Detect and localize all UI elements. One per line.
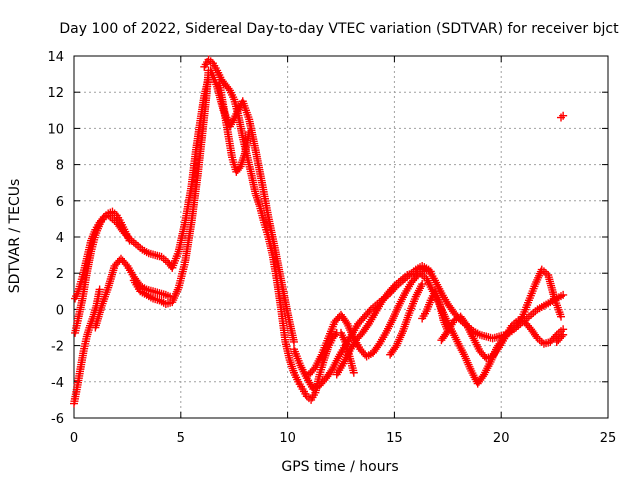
x-tick-label: 25: [600, 431, 617, 446]
data-point: [388, 283, 397, 292]
data-points: [70, 55, 568, 408]
series-arc-3: [70, 285, 104, 408]
y-tick-label: 14: [47, 50, 64, 65]
series-arc-6: [168, 73, 213, 272]
y-tick-label: -6: [51, 412, 64, 427]
data-point: [365, 307, 374, 316]
series-arc-5: [129, 66, 213, 308]
series-arc-4: [91, 254, 175, 332]
data-point: [557, 312, 566, 321]
data-point: [559, 330, 568, 339]
y-tick-label: 6: [56, 195, 64, 210]
data-point: [559, 290, 568, 299]
y-tick-label: 12: [47, 86, 64, 101]
data-point: [426, 267, 435, 276]
ticks: 0 5 10 15 20 25 -6 -4 -2 0 2 4 6 8 10 12 14: [47, 50, 616, 446]
grid: [74, 56, 608, 418]
series-arc-9: [215, 79, 254, 176]
x-tick-label: 10: [279, 431, 296, 446]
data-point: [418, 280, 427, 289]
y-tick-label: 2: [56, 267, 64, 282]
data-point: [443, 327, 452, 336]
series-arc-14: [386, 280, 427, 359]
data-point: [95, 285, 104, 294]
data-point: [245, 128, 254, 137]
y-tick-label: -4: [51, 376, 64, 391]
data-point: [224, 84, 233, 93]
x-tick-label: 0: [70, 431, 78, 446]
y-axis-label: SDTVAR / TECUs: [7, 179, 23, 294]
x-tick-label: 20: [493, 431, 510, 446]
series-arc-15: [418, 287, 452, 336]
data-point: [532, 332, 541, 341]
y-tick-label: 8: [56, 159, 64, 174]
y-tick-label: 10: [47, 122, 64, 137]
y-tick-label: -2: [51, 340, 64, 355]
data-point: [557, 332, 566, 341]
series-arc-16: [552, 330, 568, 346]
y-tick-label: 0: [56, 303, 64, 318]
chart-title: Day 100 of 2022, Sidereal Day-to-day VTE…: [59, 21, 619, 37]
y-tick-label: 4: [56, 231, 64, 246]
data-point: [559, 111, 568, 120]
data-point: [290, 337, 299, 346]
data-point: [349, 368, 358, 377]
series-arc-13: [437, 312, 568, 363]
x-tick-label: 15: [386, 431, 403, 446]
data-point: [125, 236, 134, 245]
data-point: [331, 330, 340, 339]
x-axis-label: GPS time / hours: [281, 459, 398, 475]
x-tick-label: 5: [177, 431, 185, 446]
series-arc-17: [557, 111, 568, 122]
series-arc-2: [71, 207, 134, 337]
